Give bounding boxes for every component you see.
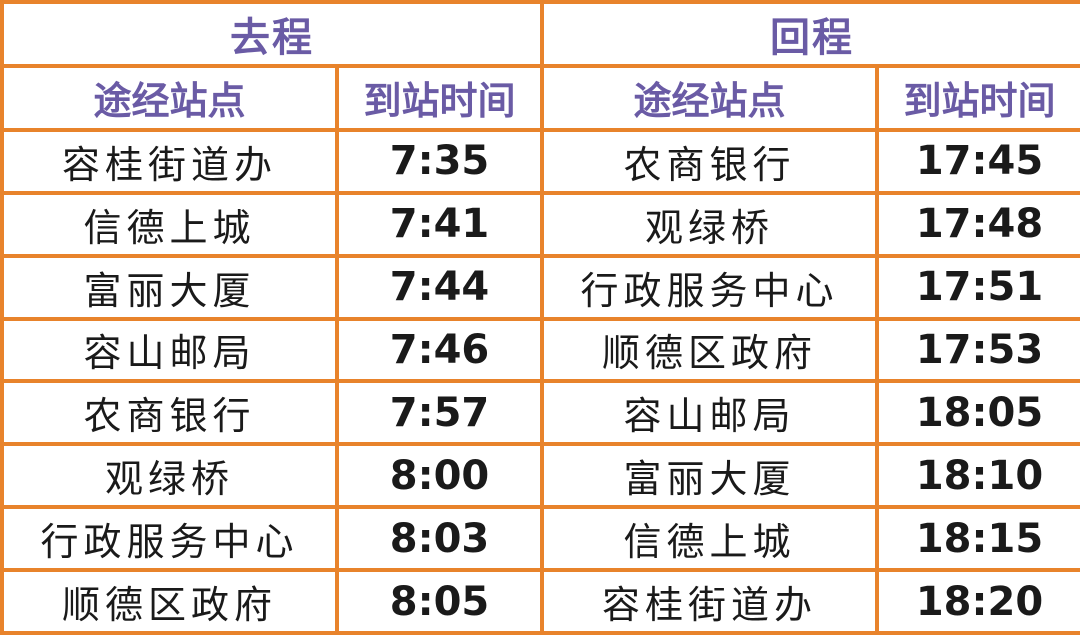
outbound-time-cell: 7:57 (335, 379, 544, 447)
return-station-cell: 农商银行 (540, 127, 879, 195)
return-title: 回程 (540, 0, 1080, 68)
table-row: 顺德区政府 8:05 容桂街道办 18:20 (0, 568, 1080, 635)
outbound-time-cell: 7:44 (335, 253, 544, 321)
return-time-cell: 18:15 (875, 505, 1080, 573)
outbound-station-cell: 富丽大厦 (0, 253, 339, 321)
return-time-cell: 17:45 (875, 127, 1080, 195)
return-station-cell: 容桂街道办 (540, 568, 879, 635)
outbound-time-cell: 8:05 (335, 568, 544, 635)
return-station-cell: 信德上城 (540, 505, 879, 573)
return-station-cell: 顺德区政府 (540, 316, 879, 384)
return-time-cell: 18:20 (875, 568, 1080, 635)
return-station-cell: 富丽大厦 (540, 442, 879, 510)
return-time-cell: 17:48 (875, 190, 1080, 258)
return-station-header: 途经站点 (540, 63, 879, 132)
return-station-cell: 观绿桥 (540, 190, 879, 258)
table-row: 容桂街道办 7:35 农商银行 17:45 (0, 127, 1080, 195)
outbound-time-cell: 8:00 (335, 442, 544, 510)
return-time-cell: 17:51 (875, 253, 1080, 321)
outbound-time-header: 到站时间 (335, 63, 544, 132)
outbound-title: 去程 (0, 0, 544, 68)
return-time-cell: 18:10 (875, 442, 1080, 510)
outbound-station-cell: 信德上城 (0, 190, 339, 258)
return-station-cell: 容山邮局 (540, 379, 879, 447)
table-row: 容山邮局 7:46 顺德区政府 17:53 (0, 316, 1080, 384)
outbound-time-cell: 8:03 (335, 505, 544, 573)
outbound-station-cell: 观绿桥 (0, 442, 339, 510)
outbound-station-cell: 容桂街道办 (0, 127, 339, 195)
table-row: 观绿桥 8:00 富丽大厦 18:10 (0, 442, 1080, 510)
outbound-station-cell: 农商银行 (0, 379, 339, 447)
return-station-cell: 行政服务中心 (540, 253, 879, 321)
return-time-header: 到站时间 (875, 63, 1080, 132)
outbound-station-cell: 行政服务中心 (0, 505, 339, 573)
outbound-time-cell: 7:41 (335, 190, 544, 258)
table-row: 农商银行 7:57 容山邮局 18:05 (0, 379, 1080, 447)
outbound-station-cell: 容山邮局 (0, 316, 339, 384)
outbound-time-cell: 7:46 (335, 316, 544, 384)
return-time-cell: 17:53 (875, 316, 1080, 384)
outbound-station-cell: 顺德区政府 (0, 568, 339, 635)
outbound-time-cell: 7:35 (335, 127, 544, 195)
table-row: 行政服务中心 8:03 信德上城 18:15 (0, 505, 1080, 573)
return-time-cell: 18:05 (875, 379, 1080, 447)
table-row: 信德上城 7:41 观绿桥 17:48 (0, 190, 1080, 258)
table-row: 富丽大厦 7:44 行政服务中心 17:51 (0, 253, 1080, 321)
outbound-station-header: 途经站点 (0, 63, 339, 132)
